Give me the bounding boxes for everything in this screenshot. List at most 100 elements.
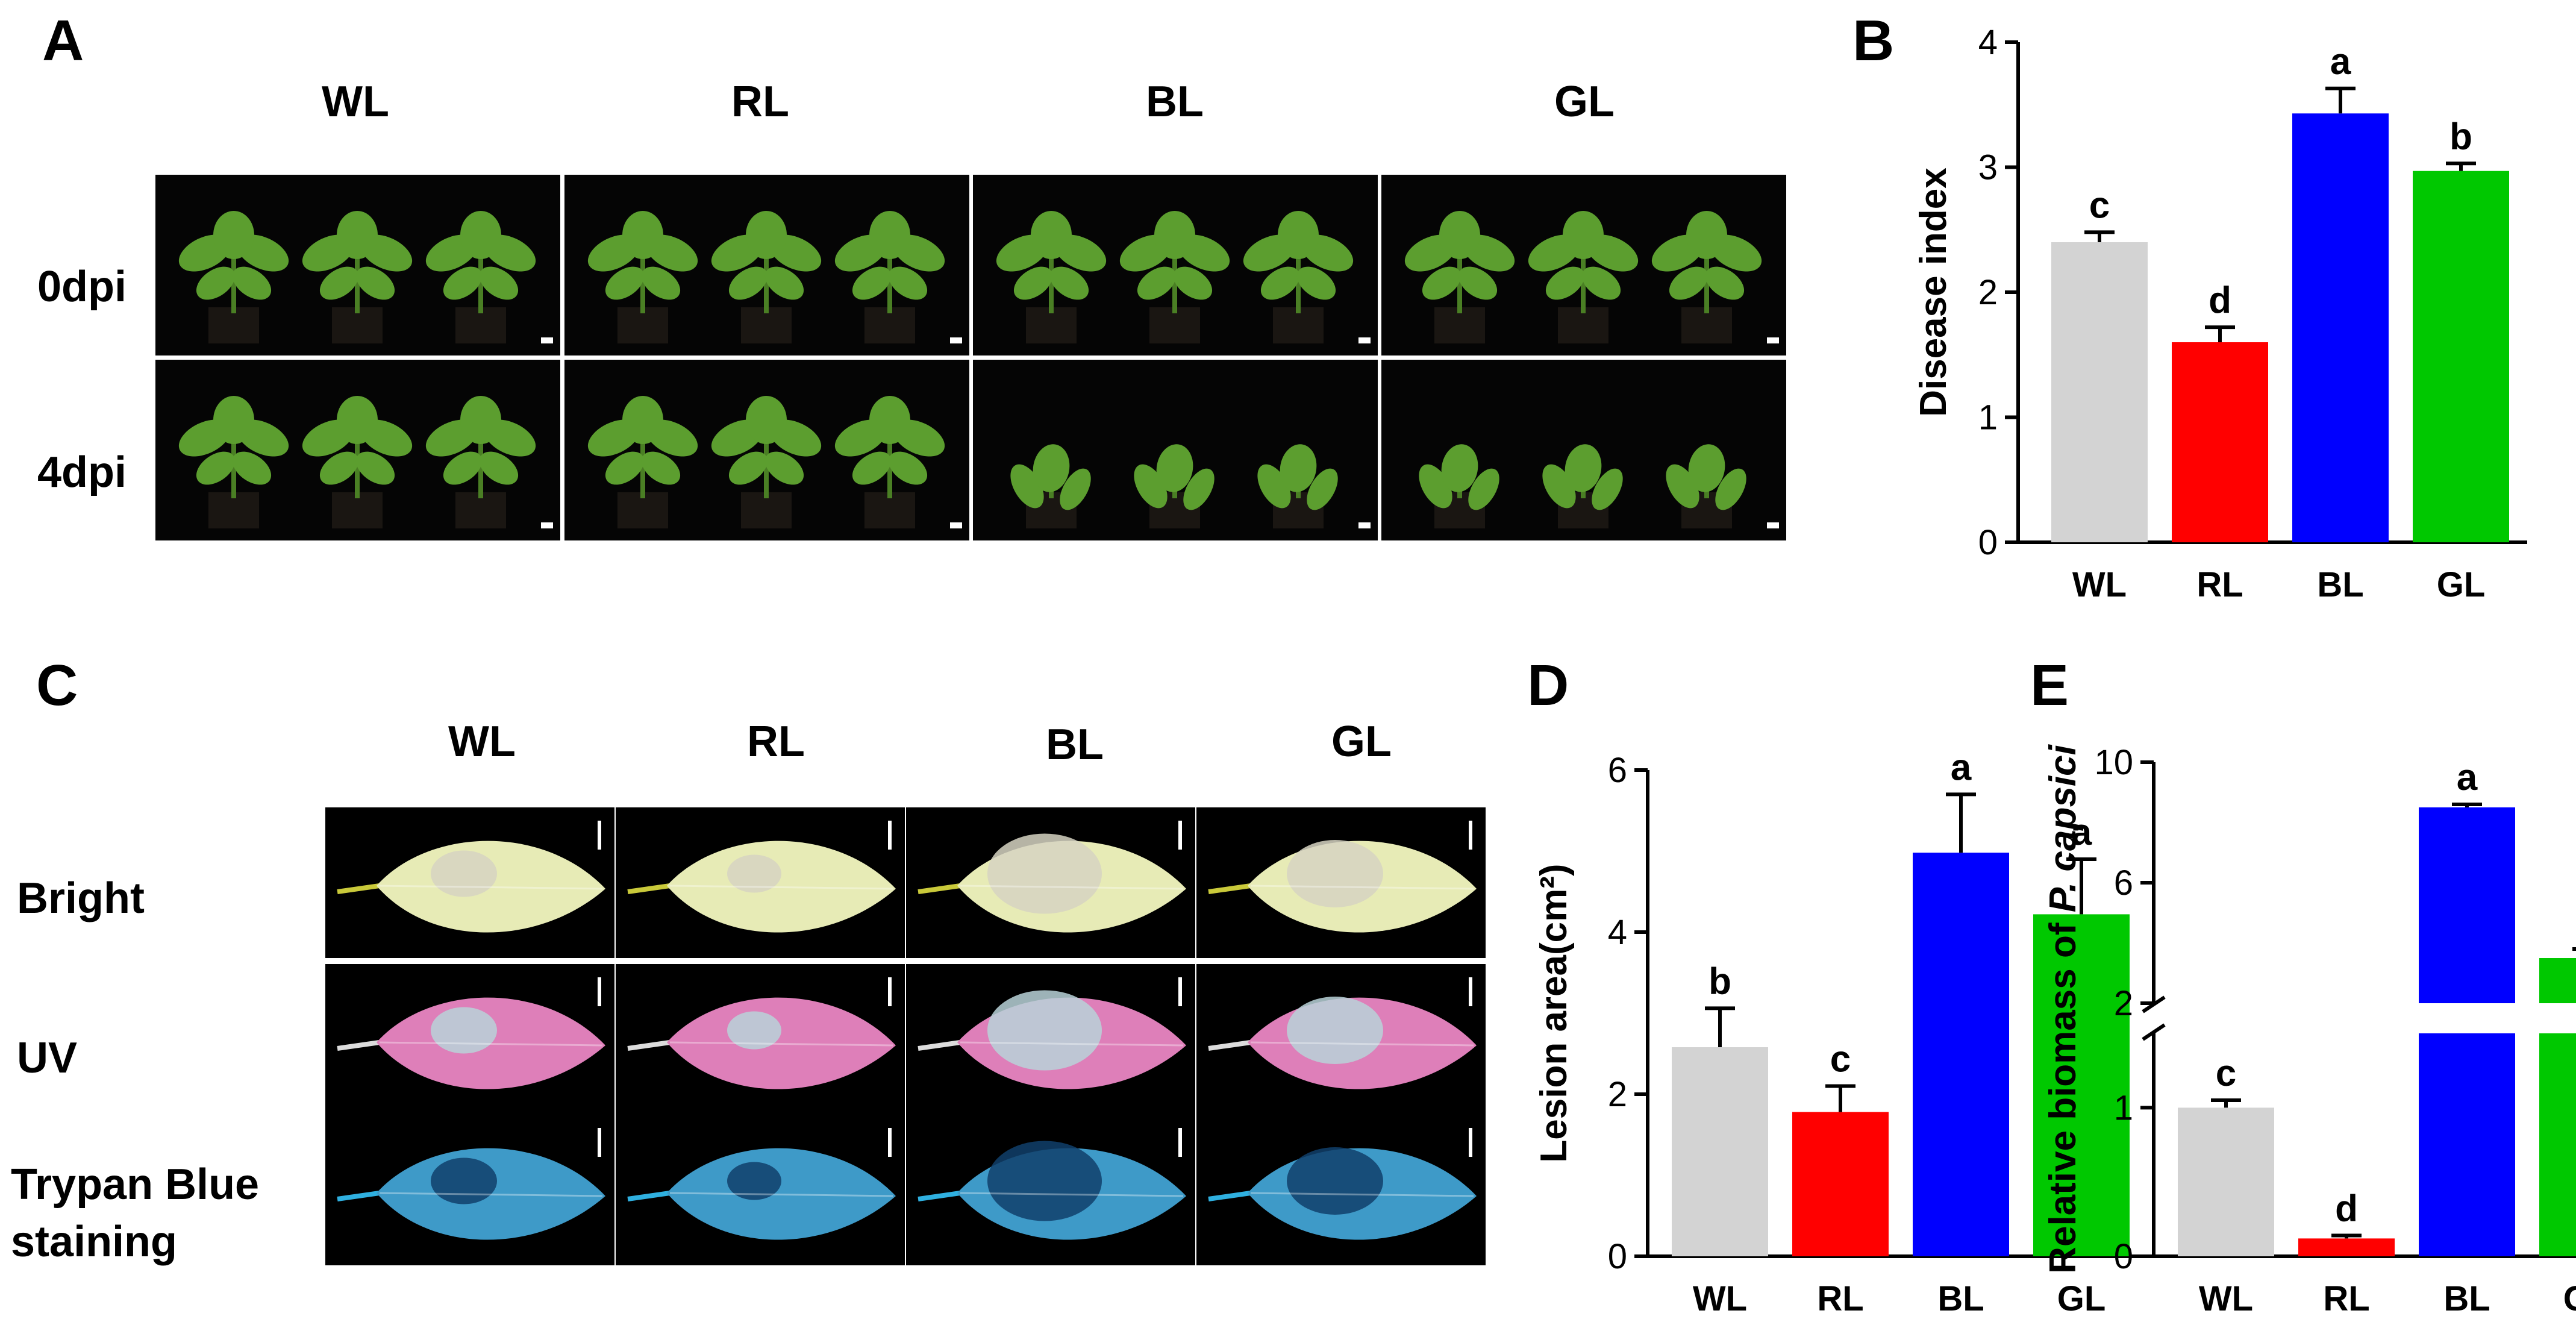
panel-b-bar-gl [2413, 171, 2509, 543]
panel-b-significance-letter: c [2089, 184, 2110, 226]
panel-e-letter: E [2030, 653, 2069, 718]
panel-d-bar-wl [1672, 1047, 1768, 1256]
panel-e-y-tick-label: 1 [2114, 1088, 2133, 1127]
leaf [1688, 444, 1725, 492]
panel-a-row-0dpi: 0dpi [37, 263, 127, 311]
leaf-icon [1208, 997, 1477, 1089]
scale-bar [888, 821, 892, 850]
panel-b-y-axis-label: Disease index [1913, 168, 1954, 417]
plant-icon [1542, 444, 1623, 528]
panel-d-y-tick-label: 6 [1608, 751, 1627, 790]
scale-bar [1178, 977, 1182, 1006]
petiole [1208, 1191, 1251, 1201]
leaf [1156, 444, 1193, 492]
panel-a-photo-0dpi-wl [155, 175, 560, 355]
leaf [355, 451, 395, 485]
midrib [1250, 1192, 1474, 1197]
leaf [319, 451, 359, 485]
panel-a-photo-4dpi-gl [1381, 360, 1786, 540]
panel-b-x-tick-label: RL [2196, 565, 2243, 604]
panel-c-header-gl: GL [1331, 718, 1392, 766]
leaf-icon [627, 997, 896, 1089]
leaf [1563, 211, 1604, 259]
panel-b-x-tick-label: GL [2437, 565, 2486, 604]
scale-bar [1767, 522, 1779, 528]
panel-e-bar-gl-upper [2539, 958, 2576, 1003]
leaf [728, 266, 768, 300]
scale-bar [598, 977, 601, 1006]
panel-d-significance-letter: b [1708, 960, 1731, 1002]
panel-c-row-uv: UV [17, 1034, 77, 1082]
plant-icon [711, 211, 822, 343]
leaf [764, 451, 804, 485]
leaf [1260, 266, 1300, 300]
panel-c-photo-bright-bl [906, 807, 1195, 958]
leaf [1592, 468, 1623, 510]
leaf-icon [337, 997, 605, 1089]
scale-bar [888, 977, 892, 1006]
midrib [379, 1041, 603, 1047]
panel-d-y-axis-label: Lesion area(cm²) [1533, 863, 1575, 1162]
midrib [669, 1041, 893, 1047]
panel-a-header-bl: BL [1146, 78, 1204, 126]
panel-e-x-tick-label: GL [2563, 1279, 2576, 1318]
panel-a-column-headers: WL RL BL GL [322, 78, 1615, 126]
plant-icon [1404, 211, 1515, 343]
leaf [622, 211, 663, 259]
petiole [918, 1040, 961, 1051]
scale-bar [1358, 522, 1371, 528]
leaf [1154, 211, 1195, 259]
panel-b-significance-letter: a [2330, 41, 2351, 83]
leaf [355, 266, 395, 300]
leaf [460, 211, 501, 259]
panel-e-bar-wl [2178, 1107, 2274, 1256]
panel-e-y-tick-label: 0 [2114, 1237, 2133, 1276]
leaf-icon [627, 841, 896, 933]
leaf [641, 451, 681, 485]
panel-b-significance-letter: d [2209, 280, 2231, 321]
leaf [479, 451, 519, 485]
lesion-spot [727, 854, 781, 893]
plant-icon [178, 211, 289, 343]
leaf [1545, 266, 1585, 300]
panel-d-x-tick-label: WL [1693, 1279, 1747, 1318]
petiole [627, 1191, 671, 1201]
panel-b-y-tick-label: 3 [1978, 148, 1998, 187]
leaf-icon [337, 1148, 605, 1240]
midrib [379, 1192, 603, 1197]
panel-c-header-bl: BL [1046, 721, 1104, 769]
lesion-spot [1287, 997, 1383, 1064]
panel-d-y-tick-label: 0 [1608, 1237, 1627, 1276]
plant-icon [302, 396, 413, 528]
panel-e-significance-letter: d [2335, 1188, 2358, 1229]
panel-a-plant-photo-grid [155, 175, 1786, 540]
panel-a-photo-4dpi-wl [155, 360, 560, 540]
leaf [196, 266, 236, 300]
plant-icon [711, 396, 822, 528]
leaf [852, 451, 892, 485]
panel-c-photo-uv-gl [1196, 964, 1486, 1115]
leaf [1307, 468, 1338, 510]
lesion-spot [431, 1157, 497, 1204]
leaf [1458, 266, 1498, 300]
scale-bar [541, 522, 553, 528]
panel-b-y-tick-label: 1 [1978, 398, 1998, 437]
petiole [337, 883, 380, 894]
lesion-spot [1287, 1147, 1383, 1215]
scale-bar [1178, 821, 1182, 850]
leaf [1280, 444, 1317, 492]
panel-c-letter: C [36, 653, 78, 718]
leaf [605, 266, 645, 300]
scale-bar [1469, 977, 1472, 1006]
panel-c-photo-uv-bl [906, 964, 1195, 1115]
lesion-spot [987, 833, 1102, 914]
panel-c-column-headers: WL RL BL GL [448, 718, 1392, 769]
panel-a-header-gl: GL [1554, 78, 1615, 126]
plant-icon [1257, 444, 1338, 528]
plant-icon [1419, 444, 1499, 528]
leaf [232, 451, 272, 485]
leaf [1137, 266, 1177, 300]
plant-icon [996, 211, 1107, 343]
panel-a-row-4dpi: 4dpi [37, 448, 127, 496]
leaf [1278, 211, 1319, 259]
